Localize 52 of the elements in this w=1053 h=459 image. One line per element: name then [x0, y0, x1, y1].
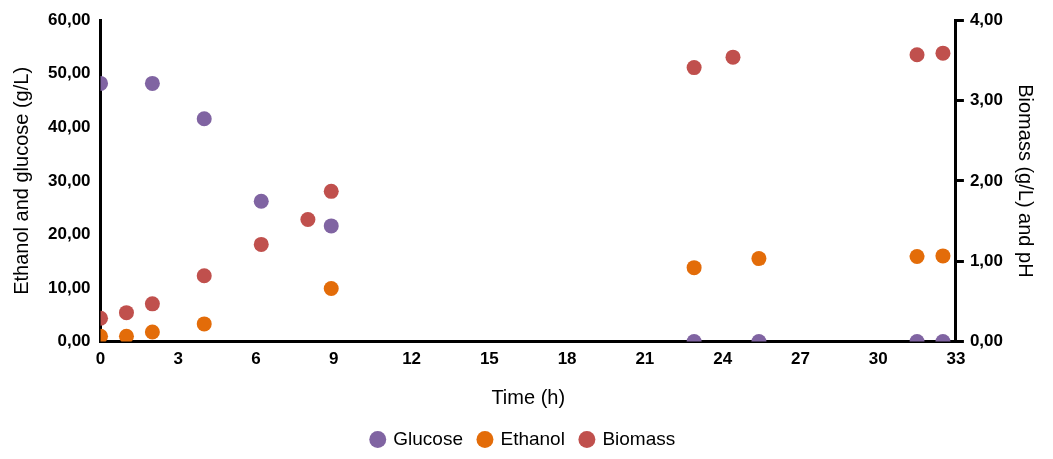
y2-tick-label: 4,00: [969, 9, 1004, 29]
x-tick-label: 30: [868, 349, 888, 369]
x-tick-label: 21: [635, 349, 655, 369]
point: [935, 248, 951, 264]
point: [196, 268, 212, 284]
y-tick-label: 0,00: [57, 331, 91, 351]
legend-label: Biomass: [602, 427, 676, 449]
legend-label: Ethanol: [500, 427, 565, 449]
x-tick-label: 27: [790, 349, 810, 369]
point: [144, 324, 160, 340]
point: [118, 328, 134, 342]
y-tick-label: 20,00: [47, 224, 91, 244]
x-axis-title: Time (h): [491, 385, 566, 408]
y2-tick-label: 2,00: [969, 170, 1004, 190]
point: [725, 49, 741, 65]
point: [144, 75, 160, 91]
y2-axis-title: Biomass (g/L) and pH: [1015, 84, 1038, 278]
point: [323, 218, 339, 234]
x-tick-label: 9: [329, 349, 339, 369]
y-tick-label: 50,00: [47, 63, 91, 83]
point: [300, 211, 316, 227]
y2-tick-label: 1,00: [969, 250, 1004, 270]
x-tick-label: 15: [479, 349, 499, 369]
x-tick-label: 24: [713, 349, 733, 369]
point: [935, 45, 951, 61]
y-tick-label: 10,00: [47, 277, 91, 297]
point: [144, 296, 160, 312]
x-tick-label: 6: [251, 349, 261, 369]
y-tick-label: 30,00: [47, 170, 91, 190]
point: [196, 316, 212, 332]
y-tick-label: 40,00: [47, 117, 91, 137]
x-tick-label: 12: [402, 349, 422, 369]
y2-tick-label: 3,00: [969, 90, 1004, 110]
point: [751, 251, 767, 267]
x-tick-label: 33: [946, 349, 966, 369]
x-tick-label: 3: [173, 349, 184, 369]
point: [323, 281, 339, 297]
y-tick-label: 60,00: [47, 9, 91, 29]
point: [253, 236, 269, 252]
y-axis-title: Ethanol and glucose (g/L): [9, 66, 32, 295]
x-tick-label: 0: [95, 349, 106, 369]
point: [323, 183, 339, 199]
point: [118, 305, 134, 321]
point: [909, 248, 925, 264]
point: [686, 60, 702, 76]
point: [253, 193, 269, 209]
x-tick-label: 18: [557, 349, 577, 369]
point: [909, 47, 925, 63]
point: [196, 111, 212, 127]
legend-label: Glucose: [393, 427, 463, 449]
y2-tick-label: 0,00: [969, 331, 1004, 351]
point: [686, 260, 702, 276]
